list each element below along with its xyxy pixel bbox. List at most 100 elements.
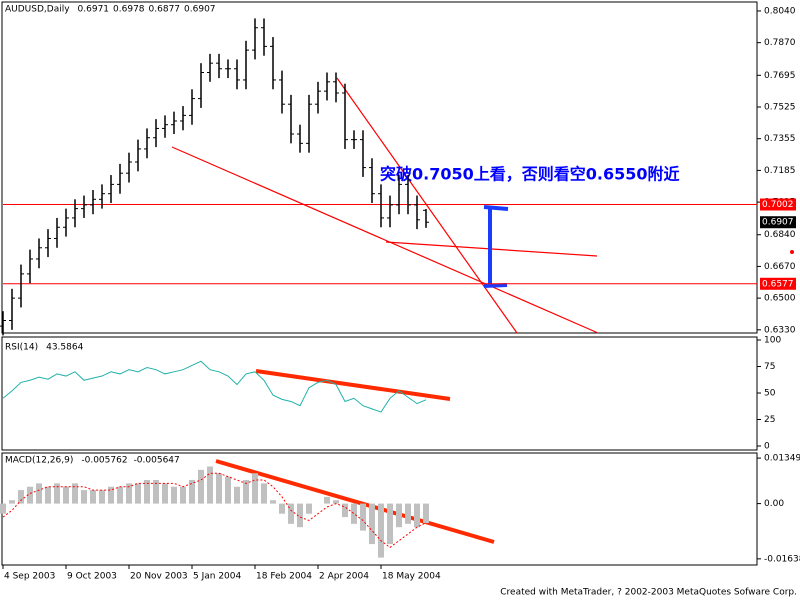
y-tick-label: 0.6330: [764, 325, 796, 335]
marker-dot: [790, 250, 794, 254]
macd-bar: [63, 486, 69, 504]
macd-bar: [405, 503, 411, 524]
trendlines: [171, 77, 599, 334]
header-value: 43.5864: [46, 343, 83, 353]
y-tick-label: 0.8040: [764, 6, 796, 16]
price-panel: [1, 1, 758, 334]
x-tick-label: 4 Sep 2003: [4, 572, 55, 582]
macd-bar: [99, 490, 105, 504]
macd-bar: [306, 503, 312, 514]
macd-bar: [162, 483, 168, 504]
macd-bar: [270, 500, 276, 504]
y-tick-label: -0.01638: [764, 554, 800, 564]
macd-bar: [144, 479, 150, 504]
macd-bar: [360, 503, 366, 531]
footer: Created with MetaTrader, ? 2002-2003 Met…: [500, 588, 797, 598]
macd-bar: [414, 503, 420, 528]
rsi-line: [2, 360, 427, 413]
level-label-box: [760, 277, 796, 290]
trendline: [336, 77, 518, 334]
macd-bar: [9, 500, 15, 504]
header-value: 0.6978: [113, 5, 145, 15]
macd-bar: [207, 466, 213, 504]
macd-bar: [18, 490, 24, 504]
level-label: 0.7002: [762, 200, 794, 210]
macd-bar: [243, 479, 249, 504]
macd-bar: [378, 503, 384, 558]
range-marker: [483, 205, 509, 288]
x-tick-label: 18 May 2004: [382, 572, 441, 582]
y-tick-label: 0.7185: [764, 166, 796, 176]
macd-bar: [81, 490, 87, 504]
macd-bar: [90, 490, 96, 504]
header-value: -0.005762: [81, 456, 127, 466]
macd-bar: [45, 486, 51, 504]
annotation: 突破0.7050上看，否则看空0.6550附近: [380, 165, 680, 184]
rsi-panel: [1, 336, 758, 451]
macd-bar: [117, 486, 123, 504]
y-tick-label: 0.6670: [764, 262, 796, 272]
level-label-box: [760, 198, 796, 211]
macd-bar: [198, 469, 204, 504]
header-value: -0.005647: [134, 456, 180, 466]
macd-bar: [126, 483, 132, 504]
macd-bar: [0, 503, 6, 514]
y-tick-label: 0.6840: [764, 230, 796, 240]
panel-title: RSI(14): [5, 343, 38, 353]
macd-bar: [252, 473, 258, 504]
macd-bar: [423, 503, 429, 524]
y-tick-label: 0.01349: [764, 454, 800, 464]
macd-bar: [288, 503, 294, 524]
y-tick-label: 100: [764, 336, 781, 346]
macd-bar: [180, 486, 186, 504]
macd-bar: [297, 503, 303, 528]
panel-title: MACD(12,26,9): [5, 456, 73, 466]
y-tick-label: 0.7355: [764, 134, 796, 144]
macd-bar: [396, 503, 402, 528]
macd-bar: [369, 503, 375, 545]
macd-bar: [225, 476, 231, 504]
y-tick-label: 0.7525: [764, 102, 796, 112]
header-value: 0.6971: [78, 5, 110, 15]
rsi-trendline: [255, 369, 451, 401]
macd-bar: [351, 503, 357, 524]
macd-bar: [216, 473, 222, 504]
macd-trendline: [215, 459, 495, 544]
macd-bar: [342, 503, 348, 518]
macd-bar: [135, 483, 141, 504]
x-tick-label: 2 Apr 2004: [319, 572, 369, 582]
macd-bar: [261, 483, 267, 504]
macd-bar: [387, 503, 393, 545]
trendline: [171, 146, 599, 334]
y-tick-label: 0.00: [764, 499, 784, 509]
x-tick-label: 5 Jan 2004: [193, 572, 241, 582]
y-tick-label: 0: [764, 442, 770, 452]
signal-line: [2, 472, 427, 549]
header-value: 0.6877: [149, 5, 181, 15]
macd-bar: [36, 483, 42, 504]
range-cap: [483, 283, 508, 288]
y-tick-label: 0.6500: [764, 294, 796, 304]
macd-bar: [234, 486, 240, 504]
x-tick-label: 18 Feb 2004: [256, 572, 312, 582]
y-tick-label: 75: [764, 362, 775, 372]
macd-bar: [153, 479, 159, 504]
panel-title: AUDUSD,Daily: [5, 5, 70, 15]
y-tick-label: 0.7695: [764, 71, 796, 81]
macd-bar: [171, 486, 177, 504]
macd-bar: [108, 486, 114, 504]
x-tick-label: 9 Oct 2003: [67, 572, 117, 582]
y-tick-label: 0.7870: [764, 38, 796, 48]
y-tick-label: 50: [764, 389, 776, 399]
macd-bar: [72, 483, 78, 504]
macd-bar: [279, 503, 285, 514]
macd-bar: [27, 486, 33, 504]
price-label: 0.6907: [762, 218, 794, 228]
macd-bar: [333, 500, 339, 504]
header-value: 0.6907: [184, 5, 216, 15]
macd-bar: [324, 496, 330, 504]
macd-bar: [189, 479, 195, 504]
level-label: 0.6577: [762, 279, 794, 289]
x-tick-label: 20 Nov 2003: [130, 572, 188, 582]
